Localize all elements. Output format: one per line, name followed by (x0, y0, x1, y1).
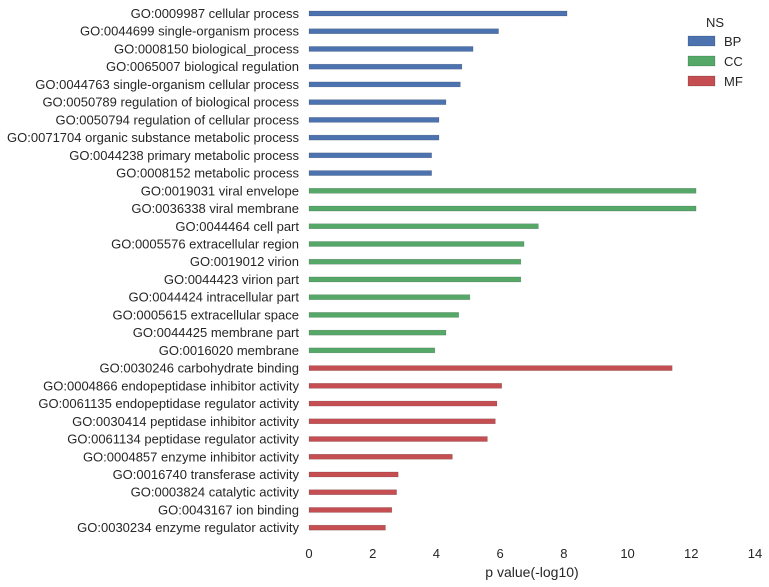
bar-bp (308, 10, 568, 17)
x-tick-labels: 0 2 4 6 8 10 12 14 (305, 546, 762, 561)
bar-cc (308, 241, 525, 247)
bar-cc (308, 188, 697, 194)
y-tick-label: GO:0030234 enzyme regulator activity (77, 520, 299, 535)
bar-bp (308, 81, 461, 88)
bar-mf (308, 489, 397, 495)
y-tick-label: GO:0050794 regulation of cellular proces… (55, 112, 299, 127)
y-tick-labels: GO:0009987 cellular process GO:0044699 si… (7, 6, 299, 535)
x-tick-label: 8 (560, 546, 567, 561)
bar-mf (308, 524, 386, 531)
x-tick-label: 12 (684, 546, 698, 561)
y-tick-label: GO:0005615 extracellular space (113, 307, 299, 322)
y-tick-label: GO:0044423 virion part (164, 272, 300, 287)
bar-cc (308, 312, 459, 318)
y-tick-label: GO:0016740 transferase activity (113, 467, 300, 482)
bar-bp (308, 63, 463, 70)
y-tick-label: GO:0044763 single-organism cellular proc… (35, 77, 299, 92)
y-tick-label: GO:0071704 organic substance metabolic p… (7, 130, 299, 145)
bar-cc (308, 223, 539, 230)
legend-swatch-mf (687, 75, 716, 87)
bar-mf (308, 383, 502, 389)
bar-mf (308, 471, 399, 478)
legend: NS BP CC MF (687, 15, 743, 89)
bars-layer (308, 10, 697, 531)
x-tick-label: 4 (433, 546, 440, 561)
y-tick-label: GO:0030414 peptidase inhibitor activity (72, 414, 299, 429)
bar-cc (308, 347, 436, 354)
bar-cc (308, 276, 522, 283)
legend-swatch-cc (687, 55, 716, 67)
legend-label-bp: BP (724, 34, 741, 49)
y-tick-label: GO:0043167 ion binding (158, 502, 299, 517)
bar-bp (308, 46, 474, 52)
y-tick-label: GO:0061135 endopeptidase regulator activ… (38, 396, 299, 411)
y-tick-label: GO:0030246 carbohydrate binding (100, 361, 299, 376)
legend-label-cc: CC (724, 54, 743, 69)
y-tick-label: GO:0019012 virion (190, 254, 299, 269)
bar-mf (308, 507, 393, 513)
y-tick-label: GO:0016020 membrane (159, 343, 299, 358)
bar-bp (308, 152, 432, 159)
bar-mf (308, 365, 673, 371)
y-tick-label: GO:0003824 catalytic activity (131, 485, 300, 500)
bar-cc (308, 329, 447, 336)
bar-bp (308, 99, 447, 105)
y-tick-label: GO:0044425 membrane part (133, 325, 300, 340)
y-tick-label: GO:0044464 cell part (175, 219, 299, 234)
y-tick-label: GO:0044238 primary metabolic process (69, 148, 299, 163)
y-tick-label: GO:0044699 single-organism process (80, 24, 299, 39)
x-tick-label: 2 (369, 546, 376, 561)
y-tick-label: GO:0065007 biological regulation (106, 59, 299, 74)
x-tick-label: 6 (497, 546, 504, 561)
x-tick-label: 0 (305, 546, 312, 561)
bar-bp (308, 117, 440, 123)
x-tick-label: 10 (620, 546, 634, 561)
y-tick-label: GO:0050789 regulation of biological proc… (42, 95, 299, 110)
legend-swatch-bp (687, 35, 716, 47)
bar-mf (308, 400, 498, 407)
y-tick-label: GO:0036338 viral membrane (131, 201, 299, 216)
y-tick-label: GO:0019031 viral envelope (141, 183, 299, 198)
x-axis-label: p value(-log10) (485, 564, 578, 580)
bar-bp (308, 170, 432, 176)
y-tick-label: GO:0004857 enzyme inhibitor activity (83, 449, 300, 464)
y-tick-label: GO:0008152 metabolic process (116, 166, 299, 181)
y-tick-label: GO:0005576 extracellular region (111, 236, 299, 251)
y-tick-label: GO:0009987 cellular process (131, 6, 300, 21)
bar-mf (308, 454, 453, 460)
y-tick-label: GO:0061134 peptidase regulator activity (67, 432, 299, 447)
y-tick-label: GO:0044424 intracellular part (128, 290, 299, 305)
y-tick-label: GO:0008150 biological_process (114, 41, 300, 56)
bar-bp (308, 134, 440, 141)
bar-cc (308, 294, 471, 300)
bar-cc (308, 258, 522, 265)
bar-mf (308, 418, 496, 425)
bar-mf (308, 436, 488, 442)
legend-title: NS (706, 15, 724, 30)
legend-label-mf: MF (724, 74, 743, 89)
x-tick-label: 14 (748, 546, 762, 561)
bar-bp (308, 28, 499, 34)
bar-cc (308, 205, 697, 212)
y-tick-label: GO:0004866 endopeptidase inhibitor activ… (43, 378, 299, 393)
